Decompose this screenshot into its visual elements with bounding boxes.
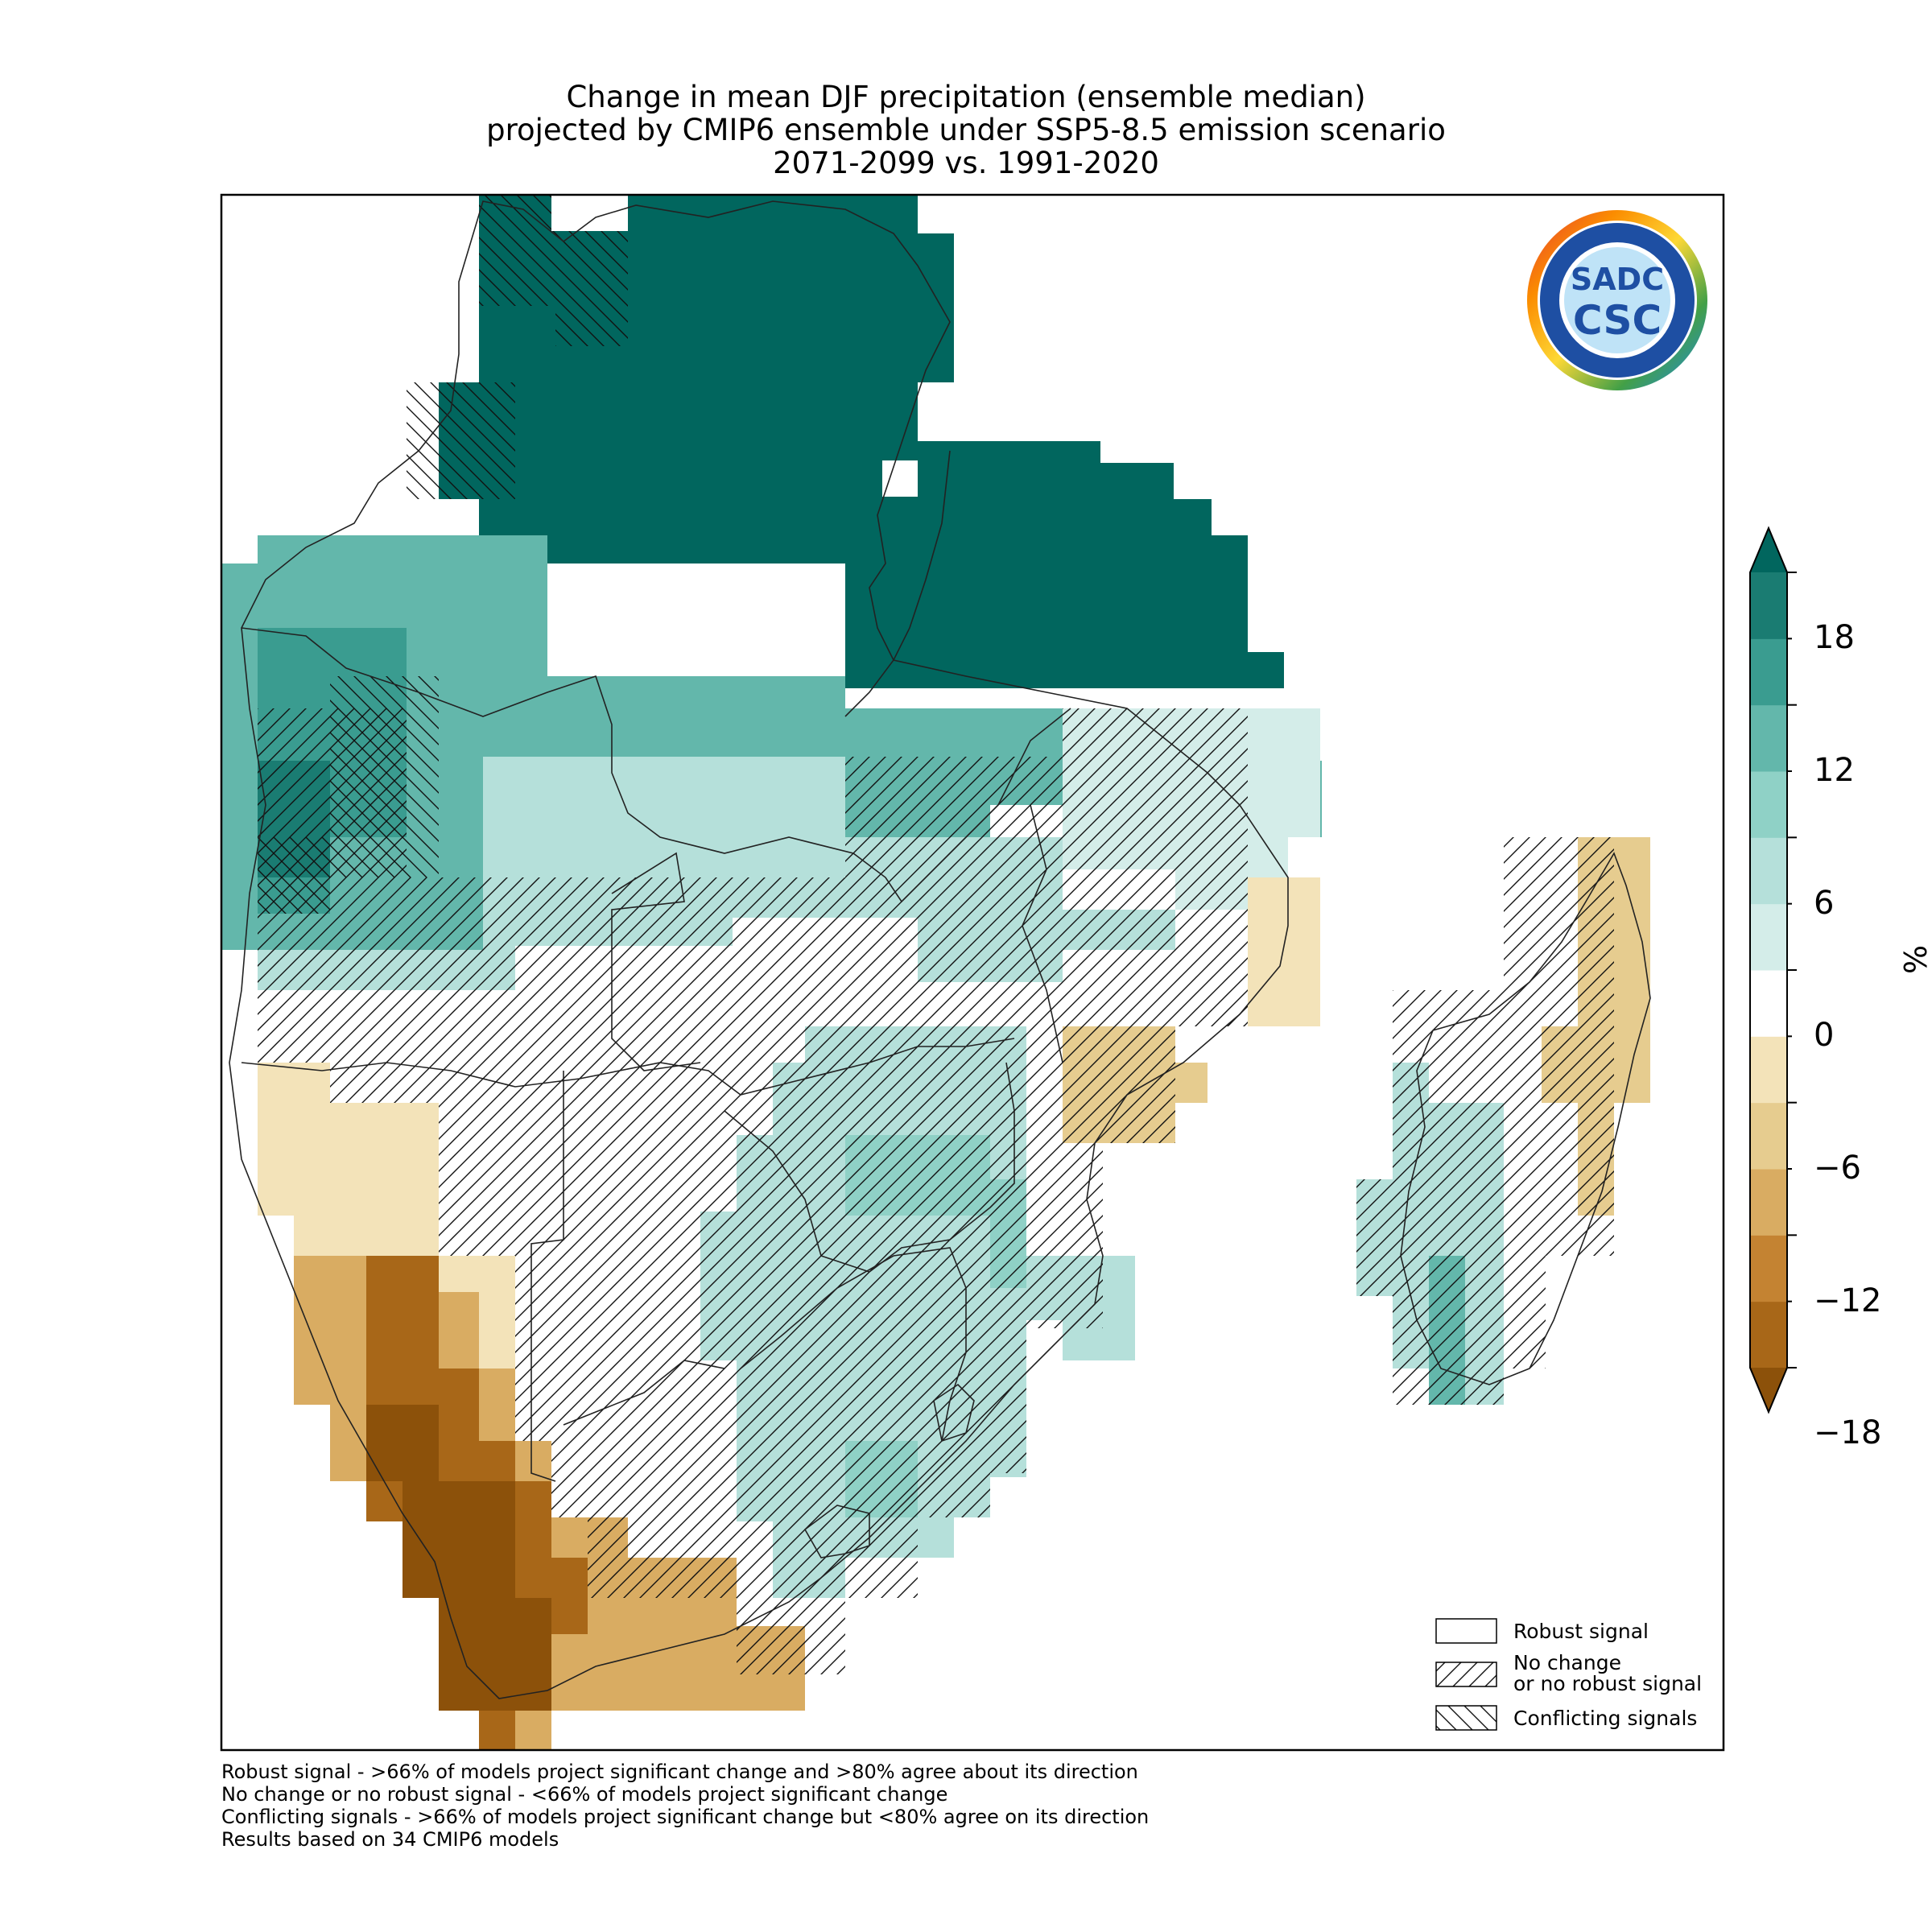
border-line [933,1383,975,1443]
colorbar-band [1750,1102,1787,1170]
colorbar-band [1750,837,1787,905]
colorbar-band [1750,1301,1787,1368]
colorbar-band [1750,1169,1787,1236]
legend-label-no-change-2: or no robust signal [1513,1672,1703,1695]
sadc-csc-logo: SADC CSC [1527,210,1707,390]
region-slight-decrease-tanzania-coast [1248,877,1320,1026]
logo-mark-text: SADC [1571,262,1664,297]
region-strong-increase-north [439,195,1284,688]
legend-swatch-no-change [1435,1662,1497,1687]
border-line [1022,804,1063,1063]
border-line [530,1071,564,1482]
border-line [997,708,1071,806]
legend [1435,1618,1497,1731]
map-title-line-3: 2071-2099 vs. 1991-2020 [773,146,1159,180]
colorbar [1749,526,1797,1414]
colorbar-band [1750,638,1787,706]
colorbar-extend-max [1750,528,1787,572]
colorbar-band [1750,903,1787,971]
map-title-line-2: projected by CMIP6 ensemble under SSP5-8… [486,113,1446,147]
map-panel [221,195,1651,1750]
colorbar-extend-min [1750,1368,1787,1412]
border-line [803,1505,870,1558]
legend-swatch-conflicting [1435,1705,1497,1731]
border-line [241,627,999,903]
legend-label-no-change-1: No change [1513,1651,1621,1674]
legend-label-conflicting: Conflicting signals [1513,1707,1698,1730]
coastline-madagascar [1400,852,1651,1385]
border-line [241,1038,1015,1096]
hatch-conflicting-signals [258,195,628,914]
colorbar-band [1750,1235,1787,1302]
colorbar-tick-label: −12 [1814,1282,1882,1319]
colorbar-unit-label: % [1898,944,1932,974]
colorbar-tick-label: 6 [1814,884,1835,922]
border-line [740,1247,967,1442]
coastline-mainland [229,200,1289,1699]
colorbar-tick-label: 0 [1814,1017,1835,1055]
colorbar-band [1750,1036,1787,1104]
legend-label-robust: Robust signal [1513,1620,1649,1643]
region-strongest-decrease-cape [366,1405,551,1750]
colorbar-tick-label: 12 [1814,752,1855,789]
colorbar-band [1750,970,1787,1037]
footnote-no-change: No change or no robust signal - <66% of … [221,1783,948,1806]
logo-main-text: CSC [1573,297,1662,344]
colorbar-band [1750,771,1787,838]
colorbar-band [1750,704,1787,772]
border-line [563,1360,725,1426]
colorbar-tick-label: −6 [1814,1150,1861,1187]
no-data-cell [882,460,918,497]
footnote-robust: Robust signal - >66% of models project s… [221,1761,1138,1783]
border-line [611,852,701,1071]
colorbar-tick-label: −18 [1814,1414,1882,1452]
no-data-cell [551,195,628,231]
country-borders [229,200,1651,1699]
colorbar-tick-label: 18 [1814,619,1855,657]
colorbar-band [1750,572,1787,639]
footnote-models: Results based on 34 CMIP6 models [221,1828,559,1851]
border-line [724,1062,1015,1273]
map-frame [220,193,1725,1752]
legend-swatch-robust [1435,1618,1497,1644]
map-title-line-1: Change in mean DJF precipitation (ensemb… [566,80,1366,114]
footnote-conflicting: Conflicting signals - >66% of models pro… [221,1806,1150,1828]
border-line [844,450,951,717]
